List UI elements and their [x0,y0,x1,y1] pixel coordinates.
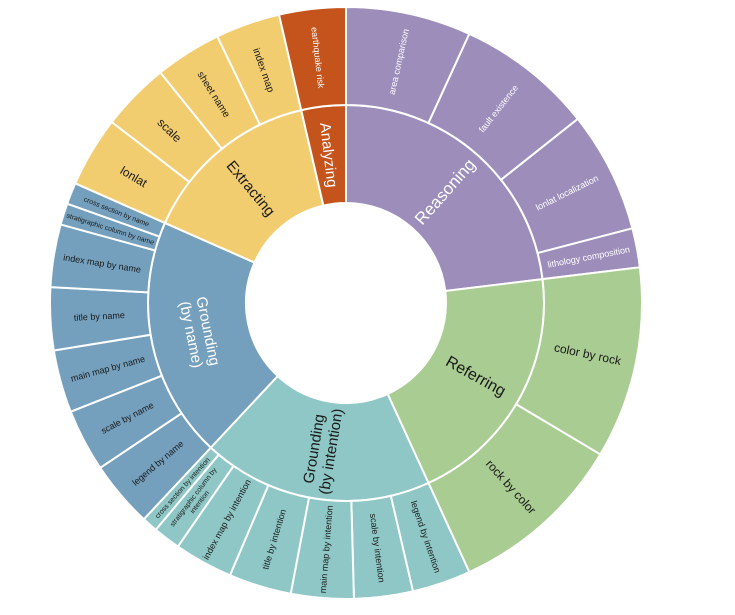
ring-outer-earthquake-risk [277,5,347,112]
label-outer-title-by-name: title by name [74,310,125,323]
